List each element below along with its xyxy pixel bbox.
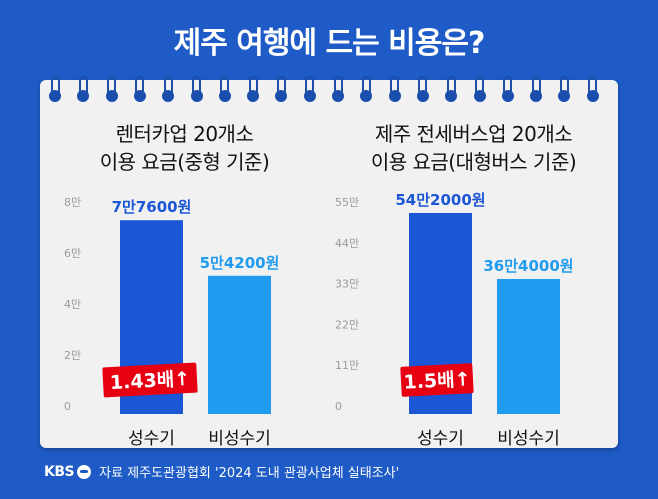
y-tick-label: 11만 bbox=[335, 359, 359, 372]
x-tick-label: 성수기 bbox=[128, 429, 175, 448]
kbs-logo: KBS bbox=[44, 463, 92, 480]
bar bbox=[208, 275, 271, 414]
y-tick-label: 4만 bbox=[64, 298, 81, 311]
binding-ring bbox=[559, 76, 569, 98]
binding-ring bbox=[418, 76, 428, 98]
x-tick-label: 성수기 bbox=[417, 429, 464, 448]
binding-ring bbox=[446, 76, 456, 98]
bar-value-label: 54만2000원 bbox=[395, 191, 485, 209]
footer: KBS 자료 제주도관광협회 '2024 도내 관광사업체 실태조사' bbox=[44, 462, 400, 482]
chart-title-line-2: 이용 요금(대형버스 기준) bbox=[370, 150, 577, 174]
x-tick-label: 비성수기 bbox=[208, 429, 271, 448]
y-tick-label: 33만 bbox=[335, 278, 359, 291]
chart-title-line-2: 이용 요금(중형 기준) bbox=[99, 150, 270, 174]
kbs-logo-icon bbox=[77, 464, 92, 479]
y-tick-label: 8만 bbox=[64, 196, 81, 209]
chart-title-line-1: 렌터카업 20개소 bbox=[115, 122, 254, 146]
binding-ring bbox=[192, 76, 201, 98]
ratio-badge: 1.43배↑ bbox=[102, 362, 198, 398]
binding-ring bbox=[50, 76, 60, 98]
chart-title-line-1: 제주 전세버스업 20개소 bbox=[374, 122, 573, 146]
binding-ring bbox=[135, 76, 145, 98]
binding-ring bbox=[248, 76, 258, 98]
binding-ring bbox=[475, 76, 484, 98]
y-tick-label: 55만 bbox=[335, 196, 359, 209]
source-text: 자료 제주도관광협회 '2024 도내 관광사업체 실태조사' bbox=[99, 466, 400, 481]
binding-ring bbox=[333, 76, 343, 98]
y-tick-label: 6만 bbox=[64, 247, 81, 260]
binding-ring bbox=[163, 76, 173, 98]
binding-ring bbox=[107, 76, 117, 98]
y-tick-label: 22만 bbox=[335, 318, 359, 331]
binding-ring bbox=[305, 76, 315, 98]
x-tick-label: 비성수기 bbox=[497, 429, 560, 448]
binding-ring bbox=[531, 76, 541, 98]
y-tick-label: 44만 bbox=[335, 237, 359, 250]
ratio-badge: 1.5배↑ bbox=[400, 363, 474, 397]
page-title: 제주 여행에 드는 비용은? bbox=[173, 26, 486, 61]
ratio-badge-background bbox=[400, 363, 474, 397]
bar bbox=[497, 278, 560, 414]
bar-value-label: 36만4000원 bbox=[483, 257, 573, 275]
chart-title: 제주 전세버스업 20개소 이용 요금(대형버스 기준) bbox=[329, 120, 618, 176]
binding-ring bbox=[390, 76, 400, 98]
bar-value-label: 7만7600원 bbox=[112, 198, 192, 216]
chart-charter-bus: 제주 전세버스업 20개소 이용 요금(대형버스 기준) 0 11만 22만 33만 4… bbox=[329, 80, 618, 448]
y-tick-label: 0 bbox=[335, 400, 342, 413]
binding-ring bbox=[361, 76, 371, 98]
binding-ring bbox=[220, 76, 230, 98]
y-tick-label: 0 bbox=[64, 400, 71, 413]
ratio-badge-label: 1.43배↑ bbox=[109, 368, 190, 394]
binding-ring bbox=[503, 76, 513, 98]
y-tick-label: 2만 bbox=[64, 349, 81, 362]
chart-title: 렌터카업 20개소 이용 요금(중형 기준) bbox=[40, 120, 329, 176]
binding-ring bbox=[588, 76, 598, 98]
binding-ring bbox=[78, 76, 88, 98]
kbs-logo-text: KBS bbox=[44, 463, 75, 480]
ratio-badge-label: 1.5배↑ bbox=[403, 368, 471, 393]
ratio-badge-background bbox=[102, 362, 198, 398]
bar-value-label: 5만4200원 bbox=[200, 254, 280, 272]
binding-ring bbox=[276, 76, 286, 98]
